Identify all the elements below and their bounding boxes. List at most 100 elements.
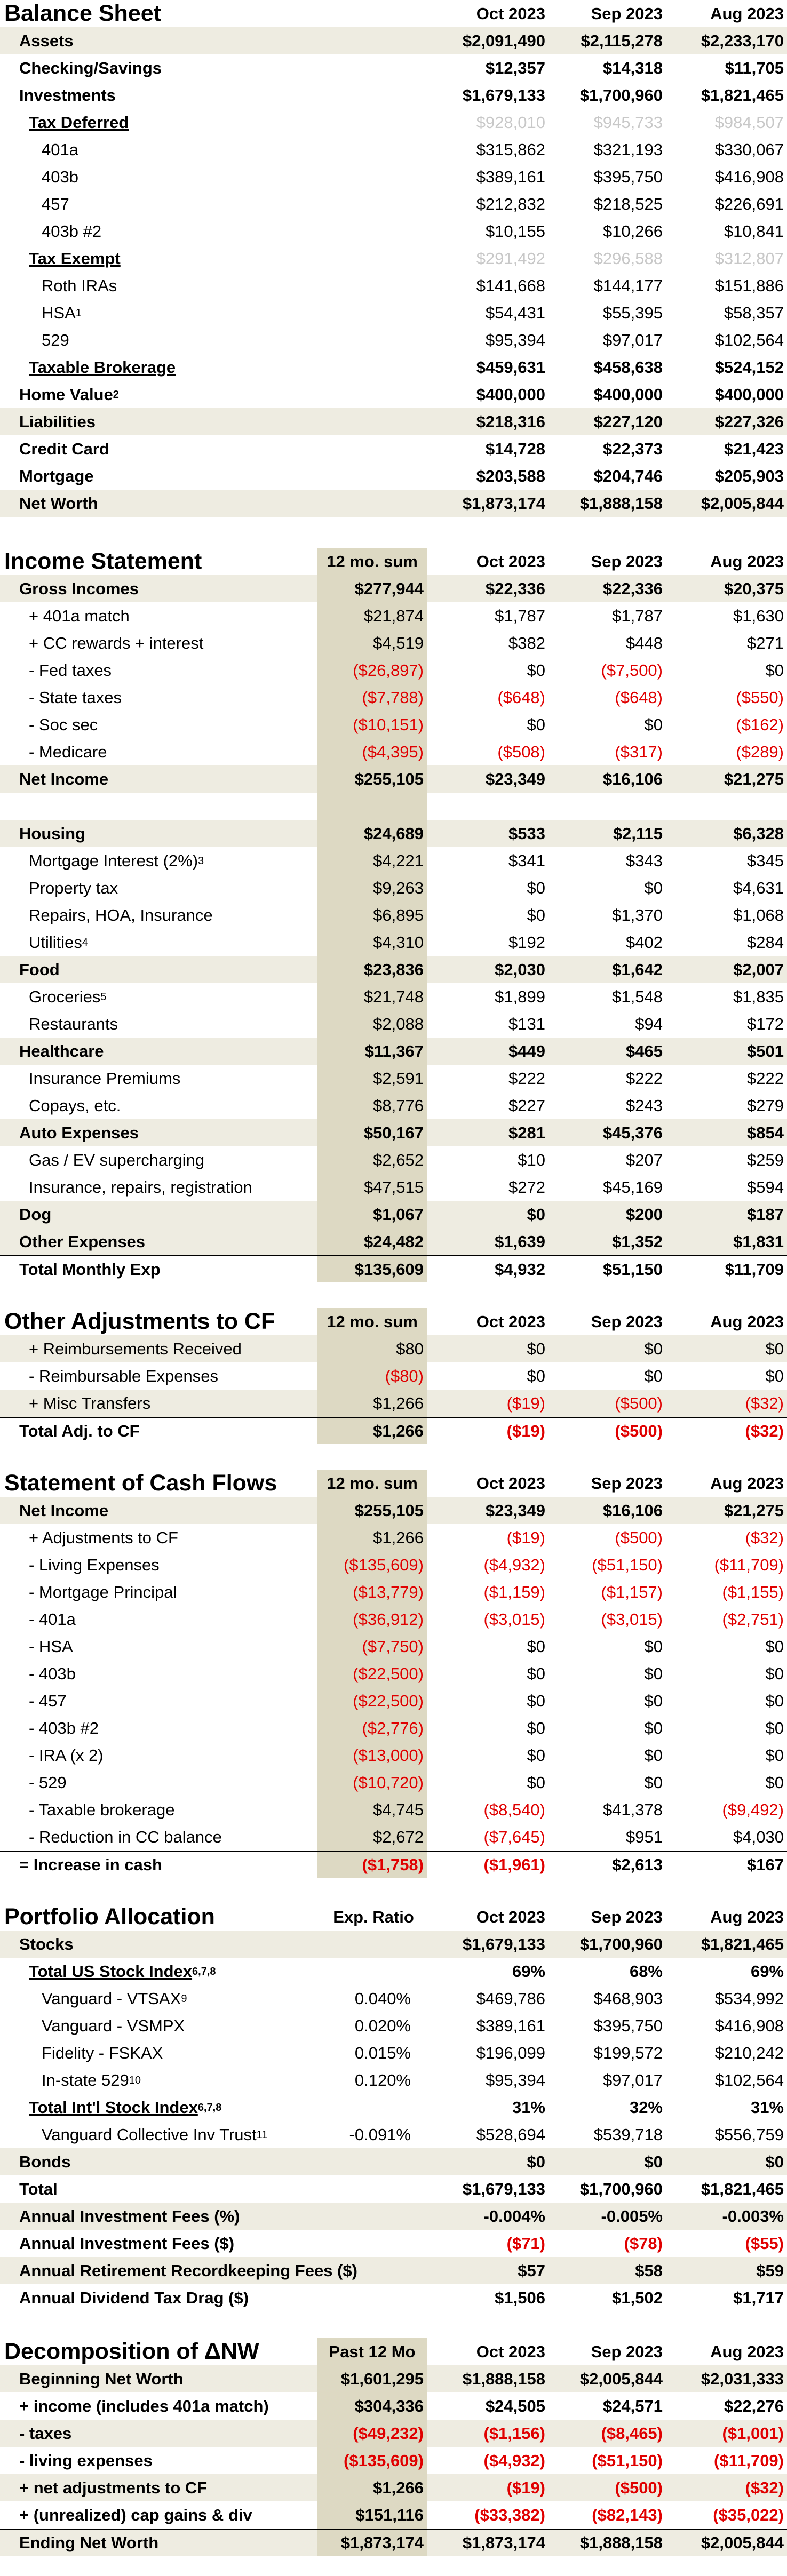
sum-cell: ($7,788) xyxy=(317,684,427,711)
month-value-cell: $2,613 xyxy=(612,1855,663,1874)
month-value-cell: $951 xyxy=(626,1827,663,1846)
month-value-cell: $556,759 xyxy=(714,2125,784,2144)
month-value-cell: $854 xyxy=(747,1123,784,1142)
month-header: Sep 2023 xyxy=(591,1907,663,1926)
sum-cell-empty xyxy=(317,793,427,820)
month-value-cell: $0 xyxy=(644,1745,663,1765)
table-row: Other Expenses $24,482 $1,639 $1,352 $1,831 xyxy=(0,1228,787,1255)
month-value-cell: $22,373 xyxy=(602,439,663,458)
month-value-cell: ($19) xyxy=(506,1528,545,1547)
cash-flows-section: Statement of Cash Flows 12 mo. sum Oct 202… xyxy=(0,1470,787,1878)
row-label: Repairs, HOA, Insurance xyxy=(0,902,299,929)
row-label: + 401a match xyxy=(0,602,299,629)
row-label: 401a xyxy=(0,136,299,163)
table-row: Mortgage Interest (2%) 3 $4,221 $341 $343 $34… xyxy=(0,847,787,874)
month-header: Aug 2023 xyxy=(710,1312,784,1331)
row-label-text: - Medicare xyxy=(29,742,107,761)
row-label-text: Housing xyxy=(19,824,85,843)
month-value-cell: 32% xyxy=(629,2098,663,2117)
row-label: Fidelity - FSKAX xyxy=(0,2039,299,2067)
month-header: Aug 2023 xyxy=(710,1907,784,1926)
month-value-cell: ($78) xyxy=(624,2234,663,2253)
table-row: Dog $1,067 $0 $200 $187 xyxy=(0,1201,787,1228)
section-spacer xyxy=(0,1282,787,1308)
row-label-text: - Mortgage Principal xyxy=(29,1582,177,1601)
table-row: Property tax $9,263 $0 $0 $4,631 xyxy=(0,874,787,902)
sum-cell: $2,672 xyxy=(317,1823,427,1851)
month-value-cell: ($32) xyxy=(745,1528,784,1547)
month-value-cell: $389,161 xyxy=(476,2016,545,2035)
row-label-text: - State taxes xyxy=(29,688,122,707)
row-label: - 401a xyxy=(0,1606,299,1633)
sum-cell: ($80) xyxy=(317,1362,427,1390)
table-row: - Soc sec ($10,151) $0 $0 ($162) xyxy=(0,711,787,738)
table-row: Mortgage $203,588 $204,746 $205,903 xyxy=(0,462,787,490)
row-label: Gross Incomes xyxy=(0,575,299,602)
row-label: Other Expenses xyxy=(0,1228,299,1255)
sum-cell: ($13,779) xyxy=(317,1578,427,1606)
month-value-cell: $21,423 xyxy=(724,439,784,458)
row-label: Annual Dividend Tax Drag ($) xyxy=(0,2284,299,2311)
row-label: Beginning Net Worth xyxy=(0,2365,299,2392)
section-header: Decomposition of ΔNW Past 12 Mo Oct 2023 Se… xyxy=(0,2338,787,2365)
row-label-text: Assets xyxy=(19,31,74,50)
row-label: Food xyxy=(0,956,299,983)
section-title: Income Statement xyxy=(4,548,202,574)
month-value-cell: $59 xyxy=(756,2261,784,2280)
month-value-cell: ($4,932) xyxy=(483,2451,545,2470)
row-label: Net Income xyxy=(0,765,299,793)
row-label: Dog xyxy=(0,1201,299,1228)
section-title: Portfolio Allocation xyxy=(4,1904,215,1929)
section-header: Income Statement 12 mo. sum Oct 2023 Sep 20… xyxy=(0,548,787,575)
row-label: Vanguard - VSMPX xyxy=(0,2012,299,2039)
month-value-cell: $343 xyxy=(626,851,663,870)
row-label: Total Adj. to CF xyxy=(0,1418,299,1444)
month-value-cell: $10 xyxy=(518,1150,545,1169)
row-label: - Reduction in CC balance xyxy=(0,1823,299,1851)
month-value-cell: $1,506 xyxy=(495,2288,545,2307)
month-value-cell: $0 xyxy=(644,2152,663,2171)
table-row: 457 $212,832 $218,525 $226,691 xyxy=(0,190,787,218)
month-value-cell: ($33,382) xyxy=(474,2505,545,2524)
sum-column-header: 12 mo. sum xyxy=(317,1308,427,1335)
month-value-cell: $0 xyxy=(765,1773,784,1792)
month-value-cell: $97,017 xyxy=(602,330,663,349)
table-row: Gross Incomes $277,944 $22,336 $22,336 $20,3… xyxy=(0,575,787,602)
row-label-text: Food xyxy=(19,960,60,979)
month-value-cell: $2,005,844 xyxy=(701,493,784,513)
month-value-cell: $2,031,333 xyxy=(701,2369,784,2388)
table-row: + CC rewards + interest $4,519 $382 $448 $27… xyxy=(0,629,787,657)
month-value-cell: $144,177 xyxy=(593,276,663,295)
row-label: Home Value 2 xyxy=(19,385,119,404)
month-value-cell: $296,588 xyxy=(593,249,663,268)
month-value-cell: $469,786 xyxy=(476,1989,545,2008)
table-row: - 401a ($36,912) ($3,015) ($3,015) ($2,751) xyxy=(0,1606,787,1633)
row-label-text: Bonds xyxy=(19,2152,71,2171)
spacer-row xyxy=(0,793,787,820)
month-value-cell: $0 xyxy=(765,1339,784,1358)
month-value-cell: ($508) xyxy=(497,742,545,761)
sum-cell: $304,336 xyxy=(317,2392,427,2420)
table-row: + net adjustments to CF $1,266 ($19) ($500)… xyxy=(0,2474,787,2501)
table-row: Total $1,679,133 $1,700,960 $1,821,465 xyxy=(0,2175,787,2203)
sum-cell: $4,221 xyxy=(317,847,427,874)
month-value-cell: $534,992 xyxy=(714,1989,784,2008)
ratio-cell: 0.120% xyxy=(354,2070,411,2089)
month-value-cell: $2,030 xyxy=(495,960,545,979)
month-value-cell: ($11,709) xyxy=(714,2451,784,2470)
month-value-cell: $58 xyxy=(635,2261,663,2280)
row-label-text: - 403b #2 xyxy=(29,1718,99,1737)
month-value-cell: $21,275 xyxy=(724,769,784,788)
table-row: Tax Deferred $928,010 $945,733 $984,507 xyxy=(0,109,787,136)
row-label: Bonds xyxy=(0,2148,299,2175)
row-label: Healthcare xyxy=(0,1038,299,1065)
table-row: 403b $389,161 $395,750 $416,908 xyxy=(0,163,787,190)
month-value-cell: ($55) xyxy=(745,2234,784,2253)
month-value-cell: $10,266 xyxy=(602,221,663,241)
month-value-cell: $102,564 xyxy=(714,2070,784,2089)
month-value-cell: $1,873,174 xyxy=(462,493,545,513)
month-value-cell: $1,370 xyxy=(612,905,663,924)
month-value-cell: $1,700,960 xyxy=(579,1934,663,1953)
sum-cell: ($1,758) xyxy=(317,1852,427,1878)
ratio-cell xyxy=(320,2203,427,2230)
